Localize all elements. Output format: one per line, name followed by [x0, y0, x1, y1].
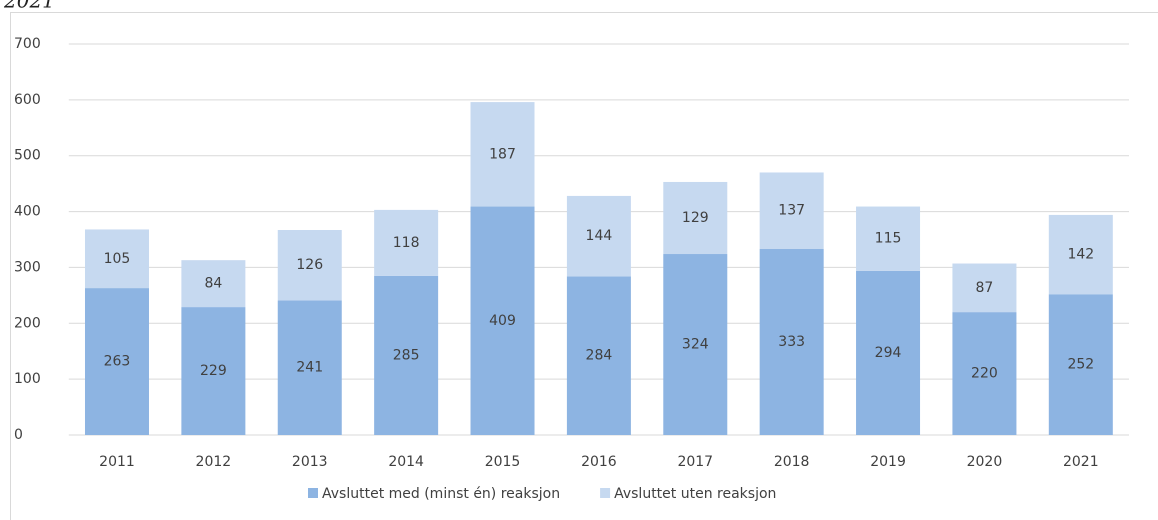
bar-segment [470, 206, 535, 435]
bar-segment [84, 229, 149, 289]
data-label: 84 [204, 276, 222, 292]
bar-segment [374, 275, 439, 435]
x-tick-label: 2018 [774, 454, 810, 470]
data-label: 294 [875, 345, 902, 361]
x-tick-label: 2020 [967, 454, 1003, 470]
y-tick-label: 300 [14, 259, 41, 275]
y-tick-label: 600 [14, 92, 41, 108]
bar-segment [277, 300, 342, 435]
bar-segment [470, 102, 535, 207]
data-label: 220 [971, 366, 998, 382]
data-label: 115 [875, 231, 902, 247]
data-label: 241 [296, 360, 323, 376]
data-label: 187 [489, 146, 516, 162]
data-label: 142 [1067, 247, 1094, 263]
data-label: 409 [489, 313, 516, 329]
data-label: 285 [393, 347, 420, 363]
data-label: 105 [104, 251, 131, 267]
legend-label: Avsluttet uten reaksjon [614, 486, 776, 502]
y-tick-label: 200 [14, 315, 41, 331]
bar-segment [181, 260, 246, 308]
legend-swatch [600, 488, 611, 498]
data-label: 87 [976, 280, 994, 296]
bar-segment [952, 263, 1017, 313]
data-label: 284 [586, 348, 613, 364]
x-tick-label: 2012 [196, 454, 232, 470]
y-tick-label: 400 [14, 204, 41, 220]
data-label: 144 [586, 228, 613, 244]
bar-segment [277, 230, 342, 301]
y-tick-label: 0 [14, 427, 23, 443]
data-label: 118 [393, 235, 420, 251]
bar-segment [1048, 214, 1113, 295]
x-tick-label: 2013 [292, 454, 328, 470]
bar-segment [566, 276, 631, 435]
y-tick-label: 700 [14, 36, 41, 52]
data-label: 129 [682, 210, 709, 226]
bar-segment [663, 254, 728, 435]
x-tick-label: 2019 [870, 454, 906, 470]
bar-segment [374, 209, 439, 276]
x-tick-label: 2021 [1063, 454, 1099, 470]
data-label: 324 [682, 337, 709, 353]
x-tick-label: 2015 [485, 454, 521, 470]
data-label: 137 [778, 203, 805, 219]
data-label: 252 [1067, 357, 1094, 373]
legend-swatch [308, 488, 318, 498]
bar-segment [856, 270, 921, 435]
bar-segment [1048, 294, 1113, 435]
bar-segment [663, 181, 728, 255]
bar-segment [566, 195, 631, 277]
x-tick-label: 2014 [388, 454, 424, 470]
bar-segment [84, 288, 149, 435]
x-tick-label: 2017 [677, 454, 713, 470]
y-tick-label: 100 [14, 371, 41, 387]
data-label: 333 [778, 334, 805, 350]
data-label: 126 [296, 257, 323, 273]
data-label: 263 [104, 354, 131, 370]
chart-frame [10, 12, 1158, 520]
bar-segment [181, 307, 246, 435]
legend-label: Avsluttet med (minst én) reaksjon [322, 486, 560, 502]
data-label: 229 [200, 363, 227, 379]
bar-segment [952, 312, 1017, 435]
x-tick-label: 2016 [581, 454, 617, 470]
chart-title: 2021 [3, 0, 55, 13]
bar-segment [759, 172, 824, 249]
x-tick-label: 2011 [99, 454, 135, 470]
y-tick-label: 500 [14, 148, 41, 164]
bar-segment [759, 248, 824, 435]
bar-segment [856, 206, 921, 271]
